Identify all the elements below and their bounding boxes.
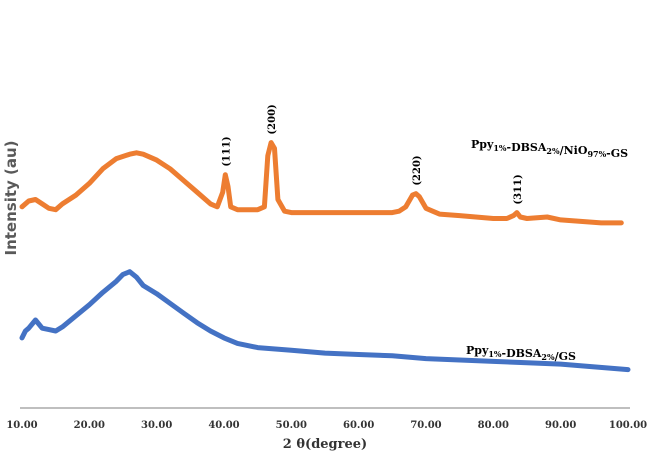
x-tick-label: 10.00: [6, 420, 37, 431]
peak-label: (311): [513, 174, 524, 204]
label-text: -DBSA: [502, 347, 542, 360]
x-tick-label: 30.00: [141, 420, 172, 431]
label-text: /NiO: [560, 144, 588, 157]
x-tick-label: 50.00: [276, 420, 307, 431]
x-axis-title: 2 θ(degree): [283, 437, 367, 452]
label-text: Ppy: [471, 138, 494, 151]
y-axis-title: Intensity (au): [2, 140, 20, 255]
x-tick-label: 90.00: [545, 420, 576, 431]
label-subscript: 1%: [493, 143, 507, 153]
label-subscript: 97%: [587, 149, 606, 159]
labels: (111)(200)(220)(311)Ppy1%-DBSA2%/NiO97%-…: [221, 104, 628, 363]
series-label-2: Ppy1%-DBSA2%/GS: [466, 344, 576, 363]
series-line-2: [19, 269, 631, 373]
x-tick-label: 70.00: [410, 420, 441, 431]
peak-label: (220): [412, 155, 423, 185]
x-tick-label: 100.00: [609, 420, 647, 431]
series-line-1: [19, 140, 624, 226]
series-label-1: Ppy1%-DBSA2%/NiO97%-GS: [471, 138, 628, 160]
label-text: Ppy: [466, 344, 489, 357]
plot-area: [19, 140, 631, 373]
x-tick-label: 60.00: [343, 420, 374, 431]
peak-label: (200): [267, 104, 278, 134]
label-text: /GS: [555, 350, 576, 363]
label-subscript: 2%: [546, 146, 560, 156]
x-tick-label: 40.00: [208, 420, 239, 431]
peak-label: (111): [221, 136, 232, 166]
label-subscript: 1%: [488, 349, 502, 359]
label-subscript: 2%: [541, 352, 555, 362]
x-tick-label: 80.00: [478, 420, 509, 431]
x-tick-label: 20.00: [74, 420, 105, 431]
label-text: -DBSA: [507, 141, 547, 154]
axes: 10.00 20.00 30.00 40.00 50.00 60.00 70.00 80.00…: [2, 140, 647, 452]
label-text: -GS: [606, 147, 628, 160]
